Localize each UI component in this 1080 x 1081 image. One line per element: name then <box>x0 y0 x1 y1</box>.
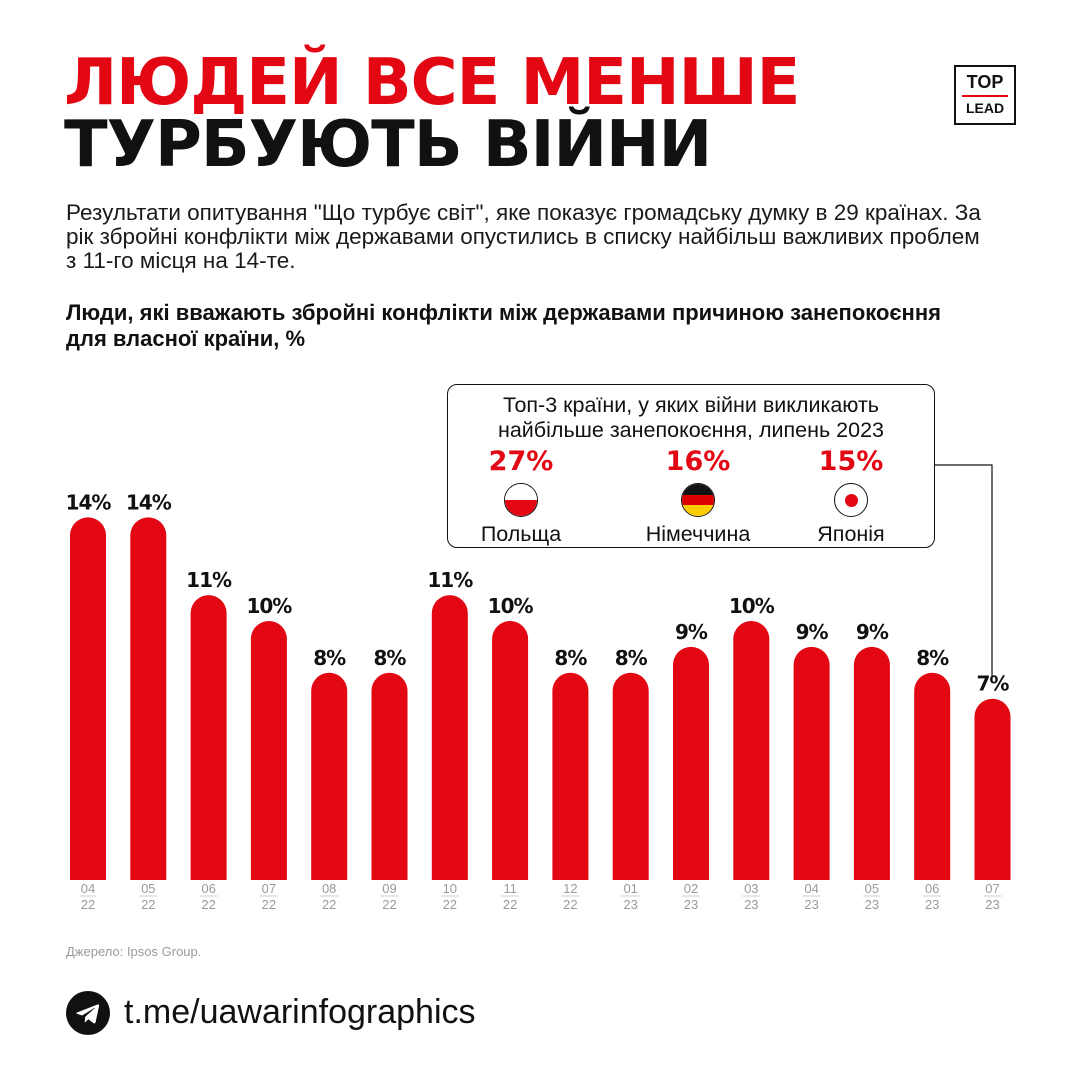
x-tick-label-year: 22 <box>322 897 336 912</box>
chart-bar <box>793 646 830 880</box>
x-tick-label-year: 23 <box>744 897 758 912</box>
title-line-2: ТУРБУЮТЬ ВІЙНИ <box>64 108 712 182</box>
chart-bar <box>974 698 1011 880</box>
x-tick-label-year: 22 <box>443 897 457 912</box>
x-tick-label-year: 22 <box>141 897 155 912</box>
bar-value-label: 11% <box>186 568 232 592</box>
x-tick-label-month: 10 <box>443 881 457 896</box>
chart-bar <box>612 672 649 880</box>
chart-bar <box>311 672 348 880</box>
logo-divider <box>962 95 1008 97</box>
logo-bottom-text: LEAD <box>965 100 1005 116</box>
chart-bar <box>190 595 227 880</box>
title-line-1: ЛЮДЕЙ ВСЕ МЕНШЕ <box>64 46 800 120</box>
x-tick-label-month: 02 <box>684 881 698 896</box>
chart-bar <box>914 672 951 880</box>
bar-value-label: 8% <box>916 646 949 670</box>
source-note: Джерело: Ipsos Group. <box>66 944 202 959</box>
x-tick-label-month: 04 <box>804 881 818 896</box>
x-tick-label-month: 08 <box>322 881 336 896</box>
x-tick-label-year: 23 <box>804 897 818 912</box>
x-tick-label-year: 22 <box>201 897 215 912</box>
chart-bar <box>371 672 408 880</box>
x-tick-label-month: 12 <box>563 881 577 896</box>
logo-top-text: TOP <box>966 72 1004 92</box>
x-tick-label-month: 07 <box>262 881 276 896</box>
telegram-icon[interactable] <box>66 991 110 1035</box>
callout-connector-line <box>935 464 993 683</box>
chart-bar <box>733 621 770 880</box>
bar-value-label: 9% <box>796 620 829 644</box>
country-japan: 15% Японія <box>771 447 931 547</box>
bar-value-label: 7% <box>977 672 1010 696</box>
country-japan-value: 15% <box>818 446 884 477</box>
bar-value-label: 10% <box>246 594 292 618</box>
x-tick-label-year: 22 <box>503 897 517 912</box>
x-tick-label-year: 23 <box>623 897 637 912</box>
x-tick-label-year: 22 <box>81 897 95 912</box>
chart-bar <box>431 595 468 880</box>
x-tick-label-month: 07 <box>985 881 999 896</box>
bar-value-label: 14% <box>66 490 112 514</box>
x-tick-label-month: 09 <box>382 881 396 896</box>
germany-flag-icon <box>681 483 715 517</box>
x-tick-label-month: 05 <box>141 881 155 896</box>
country-germany: 16% Німеччина <box>618 447 778 547</box>
bar-value-label: 10% <box>729 594 775 618</box>
x-tick-label-year: 23 <box>684 897 698 912</box>
chart-subtitle: Люди, які вважають збройні конфлікти між… <box>66 300 941 351</box>
chart-bar <box>130 517 167 880</box>
x-tick-label-month: 05 <box>865 881 879 896</box>
country-poland: 27% Польща <box>441 447 601 547</box>
x-tick-label-year: 22 <box>382 897 396 912</box>
chart-bar <box>673 646 709 880</box>
x-tick-label-month: 01 <box>623 881 637 896</box>
bar-group: 14%042214%052211%062210%07228%08228%0922… <box>66 490 1011 912</box>
bar-value-label: 10% <box>488 594 534 618</box>
chart-bar <box>492 621 529 880</box>
bar-value-label: 11% <box>427 568 473 592</box>
telegram-link[interactable]: t.me/uawarinfographics <box>124 993 476 1031</box>
toplead-logo: TOP LEAD <box>954 65 1016 125</box>
x-tick-label-year: 23 <box>925 897 939 912</box>
description-text: Результати опитування "Що турбує світ", … <box>66 200 981 273</box>
top3-callout: Топ-3 країни, у яких війни викликають на… <box>447 384 935 548</box>
country-poland-name: Польща <box>480 522 562 546</box>
chart-bar <box>853 646 890 880</box>
bar-value-label: 8% <box>374 646 407 670</box>
x-tick-label-year: 23 <box>865 897 879 912</box>
bar-value-label: 8% <box>313 646 346 670</box>
x-tick-label-month: 06 <box>925 881 939 896</box>
japan-flag-icon <box>834 483 868 517</box>
chart-bar <box>552 672 589 880</box>
x-tick-label-month: 03 <box>744 881 758 896</box>
bar-value-label: 9% <box>675 620 708 644</box>
page-title: ЛЮДЕЙ ВСЕ МЕНШЕ ТУРБУЮТЬ ВІЙНИ <box>64 46 800 182</box>
country-poland-value: 27% <box>488 446 554 477</box>
x-tick-label-year: 22 <box>262 897 276 912</box>
x-tick-label-year: 22 <box>563 897 577 912</box>
x-tick-label-month: 04 <box>81 881 95 896</box>
bar-value-label: 8% <box>615 646 648 670</box>
bar-value-label: 14% <box>126 490 172 514</box>
chart-bar <box>250 621 287 880</box>
country-germany-name: Німеччина <box>645 522 751 546</box>
chart-bar <box>70 517 106 880</box>
x-tick-label-month: 06 <box>201 881 215 896</box>
bar-value-label: 9% <box>856 620 889 644</box>
x-tick-label-month: 11 <box>503 881 517 896</box>
x-tick-label-year: 23 <box>985 897 999 912</box>
callout-title: Топ-3 країни, у яких війни викликають на… <box>497 393 885 442</box>
poland-flag-icon <box>504 483 538 517</box>
country-japan-name: Японія <box>817 522 885 546</box>
country-germany-value: 16% <box>665 446 731 477</box>
bar-value-label: 8% <box>554 646 587 670</box>
